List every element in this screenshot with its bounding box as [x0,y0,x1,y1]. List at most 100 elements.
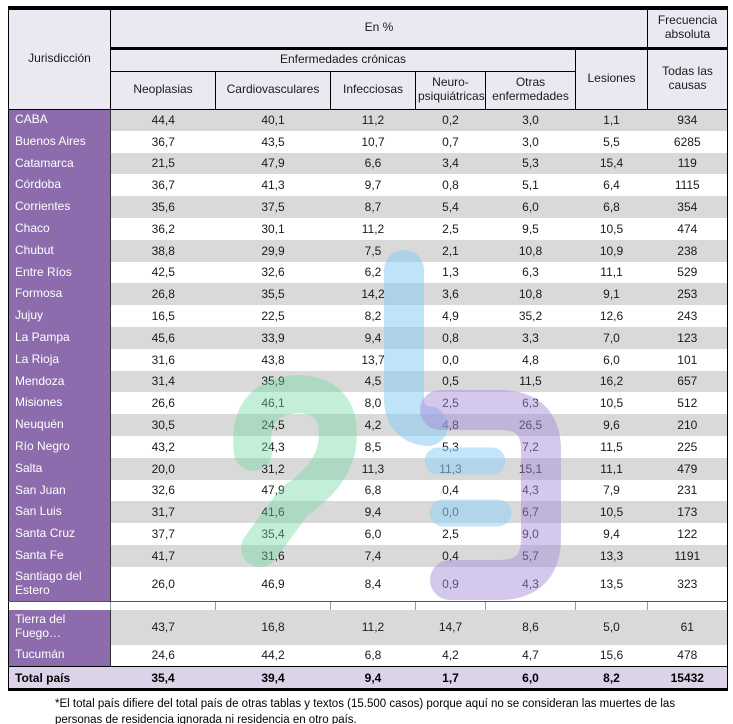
value-cell: 13,7 [330,348,416,371]
total-neuropsiquiatricas: 1,7 [415,666,486,690]
jurisdiction-cell: CABA [8,109,111,131]
header-otras-enfermedades: Otras enfermedades [485,70,576,110]
value-cell: 46,1 [215,392,331,415]
jurisdiction-cell: Chaco [8,217,111,240]
value-cell: 8,5 [330,435,416,458]
value-cell: 20,0 [110,457,216,480]
spacer-cell [415,601,486,610]
value-cell: 7,2 [485,435,576,458]
value-cell: 10,9 [575,239,648,262]
value-cell: 36,7 [110,130,216,153]
value-cell: 0,9 [415,566,486,602]
value-cell: 35,4 [215,523,331,545]
jurisdiction-cell: Corrientes [8,196,111,218]
value-cell: 3,6 [415,283,486,306]
value-cell: 3,0 [485,130,576,153]
value-cell: 0,0 [415,501,486,524]
total-otras: 6,0 [485,666,576,690]
value-cell: 5,1 [485,174,576,197]
value-cell: 6,0 [575,348,648,371]
value-cell: 6,8 [575,196,648,218]
table-row: La Pampa 45,6 33,9 9,4 0,8 3,3 7,0 123 [8,326,728,349]
value-cell: 0,0 [415,348,486,371]
value-cell: 5,5 [575,130,648,153]
value-cell: 43,7 [110,609,216,645]
table-row: Santa Fe 41,7 31,6 7,4 0,4 5,7 13,3 1191 [8,544,728,567]
header-neoplasias: Neoplasias [110,70,216,110]
value-cell: 16,5 [110,305,216,327]
jurisdiction-cell: San Juan [8,479,111,502]
table-row: Mendoza 31,4 35,9 4,5 0,5 11,5 16,2 657 [8,370,728,393]
mortality-by-jurisdiction-table: Jurisdicción En % Frecuencia absoluta En… [8,6,729,692]
value-cell: 2,5 [415,392,486,415]
value-cell: 40,1 [215,109,331,131]
value-cell: 26,6 [110,392,216,415]
table-footer: Total país 35,4 39,4 9,4 1,7 6,0 8,2 154… [8,666,728,690]
total-todas-causas: 15432 [647,666,728,690]
value-cell: 26,5 [485,414,576,436]
table-row: San Luis 31,7 41,6 9,4 0,0 6,7 10,5 173 [8,501,728,524]
total-lesiones: 8,2 [575,666,648,690]
value-cell: 8,4 [330,566,416,602]
value-cell: 47,9 [215,152,331,175]
value-cell: 9,0 [485,523,576,545]
table-row: Santa Cruz 37,7 35,4 6,0 2,5 9,0 9,4 122 [8,523,728,545]
value-cell: 6,0 [485,196,576,218]
value-cell: 10,8 [485,283,576,306]
value-cell: 35,6 [110,196,216,218]
jurisdiction-cell: Chubut [8,239,111,262]
table-row: Chaco 36,2 30,1 11,2 2,5 9,5 10,5 474 [8,217,728,240]
value-cell: 24,6 [110,644,216,667]
value-cell: 6,4 [575,174,648,197]
spacer-cell [647,601,728,610]
value-cell: 1,3 [415,261,486,284]
value-cell: 1,1 [575,109,648,131]
value-cell: 42,5 [110,261,216,284]
value-cell: 46,9 [215,566,331,602]
document-page: Jurisdicción En % Frecuencia absoluta En… [8,6,729,724]
value-cell: 10,7 [330,130,416,153]
value-cell: 243 [647,305,728,327]
jurisdiction-cell: Santiago del Estero [8,566,111,602]
value-cell: 4,5 [330,370,416,393]
value-cell: 122 [647,523,728,545]
table-row: Entre Ríos 42,5 32,6 6,2 1,3 6,3 11,1 529 [8,261,728,284]
value-cell: 45,6 [110,326,216,349]
value-cell: 0,5 [415,370,486,393]
value-cell: 47,9 [215,479,331,502]
value-cell: 4,8 [415,414,486,436]
value-cell: 35,5 [215,283,331,306]
value-cell: 512 [647,392,728,415]
value-cell: 7,9 [575,479,648,502]
value-cell: 10,5 [575,392,648,415]
value-cell: 6285 [647,130,728,153]
value-cell: 15,6 [575,644,648,667]
value-cell: 24,3 [215,435,331,458]
value-cell: 101 [647,348,728,371]
value-cell: 36,7 [110,174,216,197]
value-cell: 231 [647,479,728,502]
jurisdiction-cell: Jujuy [8,305,111,327]
value-cell: 3,0 [485,109,576,131]
value-cell: 31,6 [215,544,331,567]
value-cell: 123 [647,326,728,349]
value-cell: 30,1 [215,217,331,240]
value-cell: 41,3 [215,174,331,197]
value-cell: 5,7 [485,544,576,567]
value-cell: 44,4 [110,109,216,131]
table-row: Misiones 26,6 46,1 8,0 2,5 6,3 10,5 512 [8,392,728,415]
value-cell: 35,9 [215,370,331,393]
value-cell: 26,8 [110,283,216,306]
value-cell: 44,2 [215,644,331,667]
value-cell: 41,6 [215,501,331,524]
table-row: Neuquén 30,5 24,5 4,2 4,8 26,5 9,6 210 [8,414,728,436]
total-label: Total país [8,666,111,690]
value-cell: 479 [647,457,728,480]
value-cell: 6,3 [485,261,576,284]
spacer-cell [110,601,216,610]
value-cell: 22,5 [215,305,331,327]
value-cell: 13,5 [575,566,648,602]
value-cell: 9,4 [330,501,416,524]
spacer-cell [330,601,416,610]
table-row: Tierra del Fuego… 43,7 16,8 11,2 14,7 8,6 5,0 6… [8,609,728,645]
